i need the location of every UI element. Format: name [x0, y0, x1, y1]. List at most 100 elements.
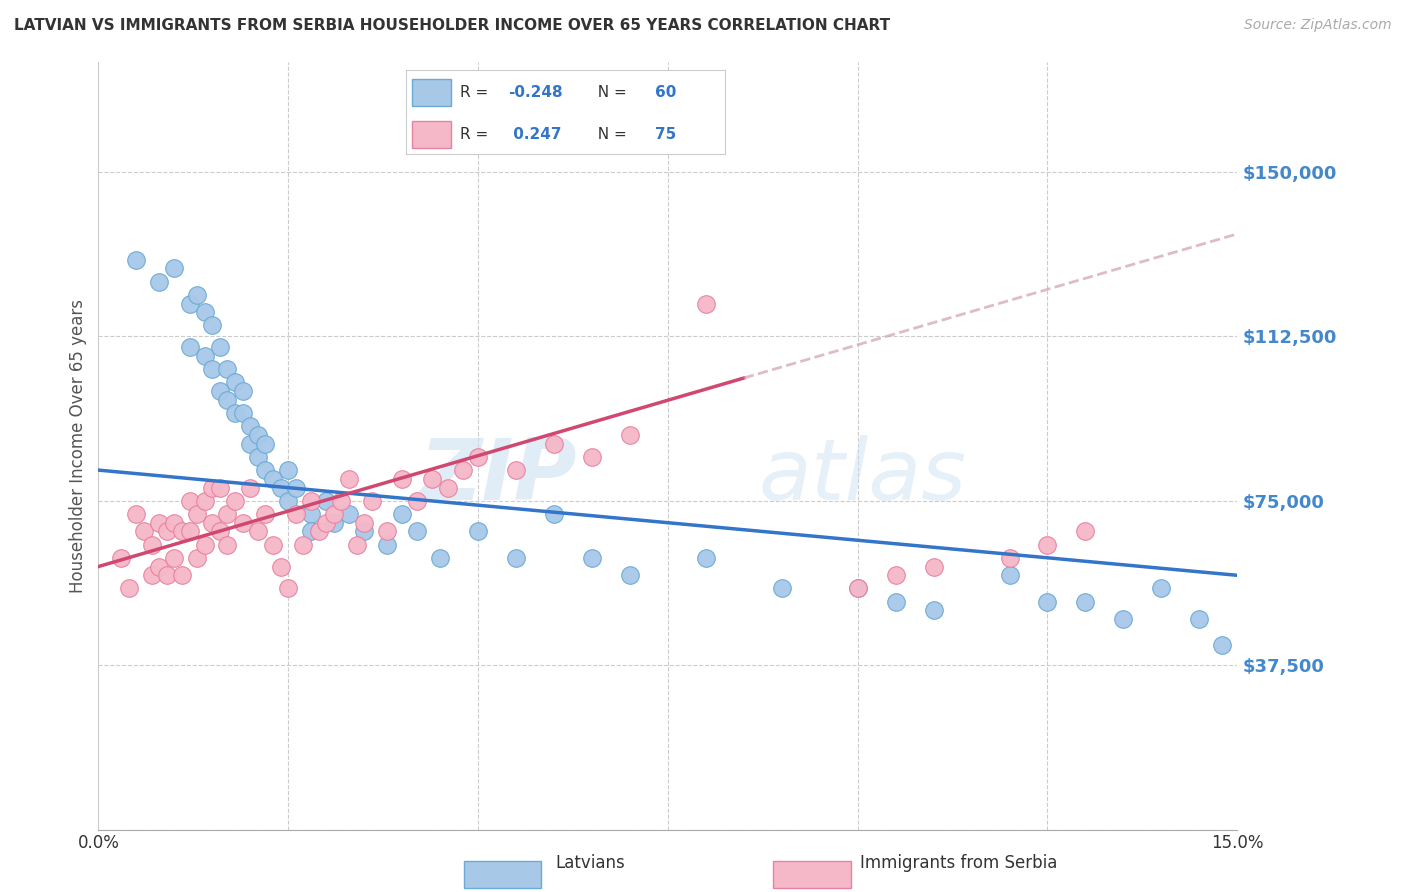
Point [1188, 612, 1211, 626]
Point [406, 524, 429, 539]
Point [770, 582, 793, 596]
Point [1112, 612, 1135, 626]
Point [436, 481, 458, 495]
Point [208, 340, 231, 354]
Point [1211, 639, 1233, 653]
Point [846, 582, 869, 596]
Point [232, 384, 254, 399]
Point [179, 524, 201, 539]
Point [1036, 538, 1059, 552]
Point [270, 559, 292, 574]
Point [543, 437, 565, 451]
Point [505, 550, 527, 565]
Point [194, 349, 217, 363]
Point [262, 472, 284, 486]
Point [322, 516, 344, 530]
Point [179, 340, 201, 354]
Point [254, 507, 277, 521]
Point [194, 493, 217, 508]
Text: Immigrants from Serbia: Immigrants from Serbia [860, 855, 1057, 872]
Y-axis label: Householder Income Over 65 years: Householder Income Over 65 years [69, 299, 87, 593]
Point [201, 481, 224, 495]
Point [170, 524, 193, 539]
Point [156, 568, 179, 582]
Point [208, 524, 231, 539]
Point [232, 406, 254, 420]
Point [141, 568, 163, 582]
Point [467, 524, 489, 539]
Point [360, 493, 382, 508]
Point [156, 524, 179, 539]
Point [148, 516, 170, 530]
Point [998, 550, 1021, 565]
Point [695, 296, 717, 310]
Point [217, 538, 239, 552]
Point [254, 463, 277, 477]
Point [337, 507, 360, 521]
Point [194, 305, 217, 319]
Point [208, 384, 231, 399]
Point [422, 472, 444, 486]
Point [1036, 594, 1059, 608]
Point [246, 428, 269, 442]
Point [246, 524, 269, 539]
Point [186, 287, 208, 301]
Point [337, 472, 360, 486]
Point [308, 524, 330, 539]
Point [353, 524, 375, 539]
Point [201, 362, 224, 376]
Point [239, 437, 262, 451]
Point [163, 550, 186, 565]
Point [315, 516, 337, 530]
Point [998, 568, 1021, 582]
Point [224, 376, 246, 390]
Point [217, 362, 239, 376]
Point [619, 568, 641, 582]
Point [148, 275, 170, 289]
Point [581, 450, 603, 464]
Point [846, 582, 869, 596]
Point [254, 437, 277, 451]
Point [695, 550, 717, 565]
Text: ZIP: ZIP [419, 435, 576, 518]
Point [619, 428, 641, 442]
Point [163, 516, 186, 530]
Point [277, 582, 299, 596]
Point [467, 450, 489, 464]
Text: atlas: atlas [759, 435, 967, 518]
Point [922, 559, 945, 574]
Point [179, 493, 201, 508]
Point [217, 507, 239, 521]
Point [270, 481, 292, 495]
Point [292, 538, 315, 552]
Point [277, 493, 299, 508]
Point [170, 568, 193, 582]
Point [346, 538, 368, 552]
Point [118, 582, 141, 596]
Point [125, 252, 148, 267]
Point [239, 419, 262, 434]
Point [429, 550, 451, 565]
Point [299, 524, 322, 539]
Point [391, 472, 413, 486]
Point [239, 481, 262, 495]
Point [246, 450, 269, 464]
Point [201, 516, 224, 530]
Point [224, 406, 246, 420]
Point [284, 481, 307, 495]
Point [315, 493, 337, 508]
Point [232, 516, 254, 530]
Point [299, 493, 322, 508]
Point [262, 538, 284, 552]
Point [194, 538, 217, 552]
Point [1074, 594, 1097, 608]
Point [277, 463, 299, 477]
Point [132, 524, 155, 539]
Point [406, 493, 429, 508]
Point [543, 507, 565, 521]
Point [224, 493, 246, 508]
Point [581, 550, 603, 565]
Point [922, 603, 945, 617]
Point [186, 507, 208, 521]
Text: Latvians: Latvians [555, 855, 626, 872]
